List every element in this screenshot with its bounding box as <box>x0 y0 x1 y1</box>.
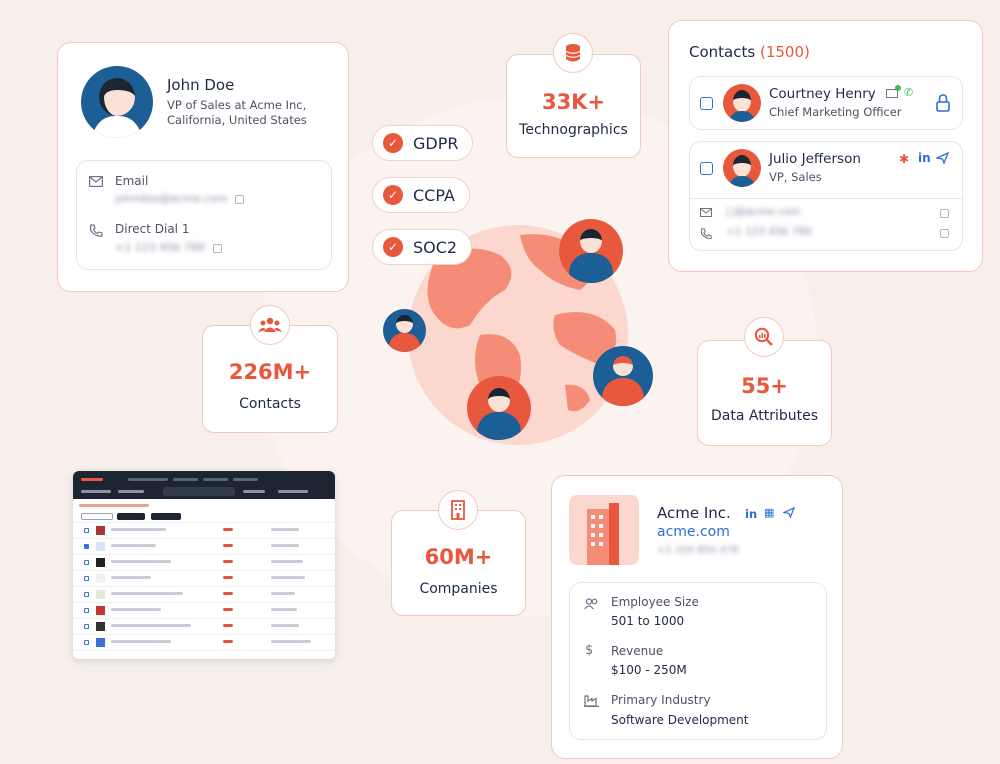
profile-contact-box: Email johndoe@acme.com Direct Dial 1 +1 … <box>76 160 332 270</box>
contact-checkbox[interactable] <box>700 97 713 110</box>
people-icon <box>584 598 598 610</box>
copy-icon[interactable] <box>940 209 949 218</box>
contact-role: VP, Sales <box>769 170 822 184</box>
employee-size-value: 501 to 1000 <box>611 614 685 628</box>
contacts-stat: 226M+ Contacts <box>202 325 338 433</box>
copy-icon[interactable] <box>212 243 222 253</box>
mail-icon <box>89 176 103 187</box>
industry-label: Primary Industry <box>611 693 711 707</box>
app-screenshot <box>73 471 335 659</box>
technographics-value: 33K+ <box>541 90 606 114</box>
contact-name: Julio Jefferson <box>769 151 861 167</box>
company-details-box: Employee Size 501 to 1000 $ Revenue $100… <box>569 582 827 740</box>
attributes-label: Data Attributes <box>711 408 818 424</box>
contact-name: Courtney Henry <box>769 86 876 102</box>
copy-icon[interactable] <box>235 194 245 204</box>
copy-icon[interactable] <box>940 229 949 238</box>
profile-title: VP of Sales at Acme Inc, California, Uni… <box>167 98 307 128</box>
app-toolbar <box>73 471 335 499</box>
building-icon <box>438 490 478 530</box>
linkedin-icon[interactable]: in <box>745 507 758 521</box>
companies-value: 60M+ <box>424 545 493 569</box>
contacts-title-text: Contacts <box>689 43 756 61</box>
contact-row[interactable]: Courtney Henry Chief Marketing Officer ✆ <box>689 76 963 130</box>
avatar <box>81 66 153 138</box>
verified-dot-icon <box>895 85 901 91</box>
companies-label: Companies <box>419 581 498 597</box>
company-website[interactable]: acme.com <box>657 524 730 540</box>
email-text: johndoe@acme.com <box>115 192 228 205</box>
people-icon <box>250 305 290 345</box>
check-badge-icon: ✓ <box>383 133 403 153</box>
check-badge-icon: ✓ <box>383 185 403 205</box>
profile-card: John Doe VP of Sales at Acme Inc, Califo… <box>57 42 349 292</box>
company-logo <box>569 495 639 565</box>
soc2-badge: ✓ SOC2 <box>372 229 473 265</box>
dollar-icon: $ <box>585 643 594 658</box>
contacts-panel-title: Contacts (1500) <box>689 43 810 61</box>
phone-text: +1 123 456 789 <box>115 241 205 254</box>
lock-icon[interactable] <box>936 94 950 112</box>
avatar-bubble <box>593 346 653 406</box>
gdpr-label: GDPR <box>413 133 459 153</box>
magnifier-chart-icon <box>744 317 784 357</box>
contact-row-expanded[interactable]: Julio Jefferson VP, Sales ✱ in j.j@acme.… <box>689 141 963 251</box>
profile-title-line: VP of Sales at Acme Inc, <box>167 98 307 112</box>
employee-size-label: Employee Size <box>611 595 699 609</box>
building-icon[interactable]: ▦ <box>764 506 775 519</box>
revenue-value: $100 - 250M <box>611 663 687 677</box>
attributes-value: 55+ <box>741 374 788 398</box>
profile-location-line: California, United States <box>167 113 307 127</box>
ccpa-label: CCPA <box>413 185 455 205</box>
slack-icon[interactable]: ✱ <box>899 152 910 166</box>
email-verified-icon[interactable] <box>886 89 898 98</box>
contacts-label: Contacts <box>239 396 301 412</box>
email-label: Email <box>115 174 149 188</box>
phone-icon <box>89 224 103 237</box>
check-badge-icon: ✓ <box>383 237 403 257</box>
phone-value[interactable]: +1 123 456 789 <box>115 241 222 254</box>
email-value[interactable]: johndoe@acme.com <box>115 192 245 205</box>
database-icon <box>553 33 593 73</box>
revenue-label: Revenue <box>611 644 664 658</box>
company-phone: +1 326 854 478 <box>657 545 739 556</box>
industry-value: Software Development <box>611 713 749 727</box>
send-icon[interactable] <box>783 507 795 518</box>
avatar-bubble <box>467 376 531 440</box>
soc2-label: SOC2 <box>413 237 458 257</box>
contacts-count: (1500) <box>759 43 810 61</box>
divider <box>690 198 962 199</box>
company-name: Acme Inc. <box>657 504 731 522</box>
contact-checkbox[interactable] <box>700 162 713 175</box>
contacts-value: 226M+ <box>228 360 312 384</box>
contact-role: Chief Marketing Officer <box>769 105 902 119</box>
avatar-bubble <box>383 309 426 352</box>
ccpa-badge: ✓ CCPA <box>372 177 470 213</box>
contact-email: j.j@acme.com <box>726 206 801 218</box>
avatar <box>723 84 761 122</box>
contact-phone: +1 123 456 789 <box>726 226 812 238</box>
technographics-label: Technographics <box>519 122 628 138</box>
linkedin-icon[interactable]: in <box>918 151 931 165</box>
contacts-panel: Contacts (1500) Courtney Henry Chief Mar… <box>668 20 983 272</box>
mail-icon <box>700 208 712 217</box>
attributes-stat: 55+ Data Attributes <box>697 340 832 446</box>
send-icon[interactable] <box>936 152 949 164</box>
phone-verified-icon[interactable]: ✆ <box>904 86 914 99</box>
avatar-bubble <box>559 219 623 283</box>
profile-name: John Doe <box>167 76 235 94</box>
phone-icon <box>700 228 712 239</box>
avatar <box>723 149 761 187</box>
factory-icon <box>584 695 599 707</box>
company-card: Acme Inc. in ▦ acme.com +1 326 854 478 E… <box>551 475 843 759</box>
gdpr-badge: ✓ GDPR <box>372 125 474 161</box>
phone-label: Direct Dial 1 <box>115 222 190 236</box>
